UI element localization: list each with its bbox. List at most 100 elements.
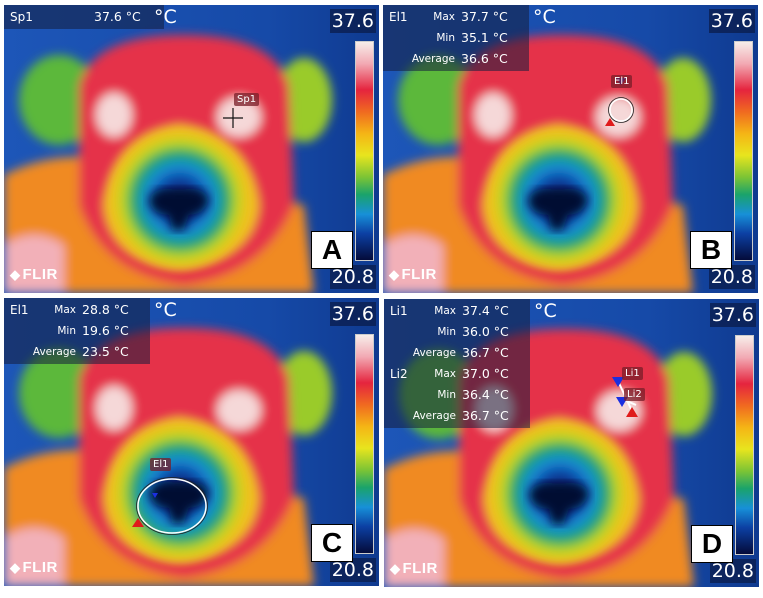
unit-label: °C	[533, 6, 556, 28]
panel-letter: D	[691, 525, 733, 563]
panel-d: Li1 Max 37.4 °C Min 36.0 °C Average 36.7 °C Li2…	[384, 299, 759, 587]
measurement-tools	[223, 108, 243, 128]
tool-name: Li2	[390, 367, 408, 381]
scale-min: 20.8	[329, 558, 376, 582]
panel-c: El1 Max 28.8 °C Min 19.6 °C Average 23.5 °C °C 3…	[4, 298, 379, 586]
measurement-readout: Li1 Max 37.4 °C Min 36.0 °C Average 36.7 °C Li2…	[384, 299, 530, 428]
flir-logo-icon: ◆	[390, 561, 401, 576]
readout-label: Min	[436, 32, 455, 44]
readout-value: 37.6 °C	[94, 9, 141, 24]
panel-letter: B	[690, 231, 732, 269]
color-scale-bar	[735, 335, 754, 555]
readout-label: Max	[434, 305, 456, 317]
readout-label: Average	[411, 53, 455, 65]
ellipse-tool[interactable]	[609, 98, 633, 122]
panel-a: Sp1 37.6 °C °C 37.6 20.8 A ◆ FLIR Sp1	[4, 5, 379, 293]
readout-row: Average 23.5 °C	[4, 342, 150, 362]
ellipse-tool-outline[interactable]	[136, 477, 208, 535]
tool-label[interactable]: Li1	[622, 367, 643, 380]
right-eye-hotspot	[596, 97, 640, 137]
readout-value: 37.0 °C	[462, 366, 509, 381]
readout-label: Min	[437, 389, 456, 401]
unit-label: °C	[534, 300, 557, 322]
nose	[529, 482, 589, 524]
readout-value: 23.5 °C	[82, 344, 129, 359]
readout-row: Average 36.6 °C	[383, 49, 529, 69]
flir-logo: ◆ FLIR	[10, 559, 58, 576]
min-marker-icon[interactable]	[605, 118, 615, 126]
measurement-readout: El1 Max 28.8 °C Min 19.6 °C Average 23.5 °C	[4, 298, 150, 364]
flir-logo-icon: ◆	[389, 267, 400, 282]
panel-b: El1 Max 37.7 °C Min 35.1 °C Average 36.6 °C °C 3…	[383, 5, 758, 293]
right-eye-hotspot	[597, 391, 641, 431]
tool-name: Sp1	[10, 10, 33, 24]
tool-label[interactable]: El1	[611, 75, 633, 88]
flir-logo-text: FLIR	[22, 559, 58, 576]
tool-name: El1	[389, 10, 408, 24]
scale-max: 37.6	[329, 9, 376, 33]
unit-label: °C	[154, 299, 177, 321]
unit-label: °C	[154, 6, 177, 28]
color-scale-bar	[734, 41, 753, 261]
readout-label: Average	[32, 346, 76, 358]
readout-row: Li2 Max 37.0 °C	[384, 364, 530, 384]
flir-logo-text: FLIR	[22, 266, 58, 283]
nose	[149, 188, 209, 230]
right-eye-hotspot	[217, 390, 261, 430]
flir-logo: ◆ FLIR	[390, 560, 438, 577]
min-marker-icon[interactable]	[152, 493, 158, 498]
readout-row: Sp1 37.6 °C	[4, 7, 150, 27]
max-marker-icon[interactable]	[626, 407, 638, 417]
scale-max: 37.6	[708, 9, 755, 33]
tool-name: Li1	[390, 304, 408, 318]
right-eye-hotspot	[217, 97, 261, 137]
flir-logo: ◆ FLIR	[389, 266, 437, 283]
readout-row: Min 36.4 °C	[384, 385, 530, 405]
left-eye-hotspot	[96, 386, 132, 430]
tool-label[interactable]: Li2	[624, 388, 645, 401]
readout-value: 36.7 °C	[462, 408, 509, 423]
readout-value: 28.8 °C	[82, 302, 129, 317]
readout-label: Max	[433, 11, 455, 23]
ellipse-tool[interactable]	[137, 478, 207, 534]
li1-min-marker-icon[interactable]	[612, 377, 624, 387]
readout-label: Max	[54, 304, 76, 316]
scale-max: 37.6	[329, 302, 376, 326]
readout-value: 37.7 °C	[461, 9, 508, 24]
readout-row: Average 36.7 °C	[384, 406, 530, 426]
ellipse-tool-outline[interactable]	[608, 97, 634, 123]
tool-label[interactable]: Sp1	[234, 93, 260, 106]
crosshair-icon[interactable]	[223, 108, 243, 128]
scale-min: 20.8	[709, 559, 756, 583]
readout-label: Max	[434, 368, 456, 380]
measurement-tools	[132, 477, 208, 535]
nose	[528, 188, 588, 230]
flir-logo: ◆ FLIR	[10, 266, 58, 283]
readout-label: Min	[437, 326, 456, 338]
readout-value: 37.4 °C	[462, 303, 509, 318]
measurement-readout: El1 Max 37.7 °C Min 35.1 °C Average 36.6 °C	[383, 5, 529, 71]
readout-value: 36.6 °C	[461, 51, 508, 66]
scale-min: 20.8	[708, 265, 755, 289]
readout-row: Min 19.6 °C	[4, 321, 150, 341]
tool-label[interactable]: El1	[150, 458, 172, 471]
readout-value: 36.4 °C	[462, 387, 509, 402]
readout-row: Average 36.7 °C	[384, 343, 530, 363]
readout-value: 35.1 °C	[461, 30, 508, 45]
readout-value: 36.7 °C	[462, 345, 509, 360]
panel-letter: A	[311, 231, 353, 269]
flir-logo-text: FLIR	[402, 560, 438, 577]
readout-row: El1 Max 28.8 °C	[4, 300, 150, 320]
scale-max: 37.6	[709, 303, 756, 327]
left-eye-hotspot	[96, 93, 132, 137]
readout-label: Min	[57, 325, 76, 337]
readout-row: Li1 Max 37.4 °C	[384, 301, 530, 321]
measurement-readout: Sp1 37.6 °C	[4, 5, 164, 29]
max-marker-icon[interactable]	[132, 518, 144, 527]
flir-logo-icon: ◆	[10, 267, 21, 282]
readout-label: Average	[412, 410, 456, 422]
scale-min: 20.8	[329, 265, 376, 289]
readout-value: 36.0 °C	[462, 324, 509, 339]
readout-row: Min 36.0 °C	[384, 322, 530, 342]
flir-logo-text: FLIR	[401, 266, 437, 283]
